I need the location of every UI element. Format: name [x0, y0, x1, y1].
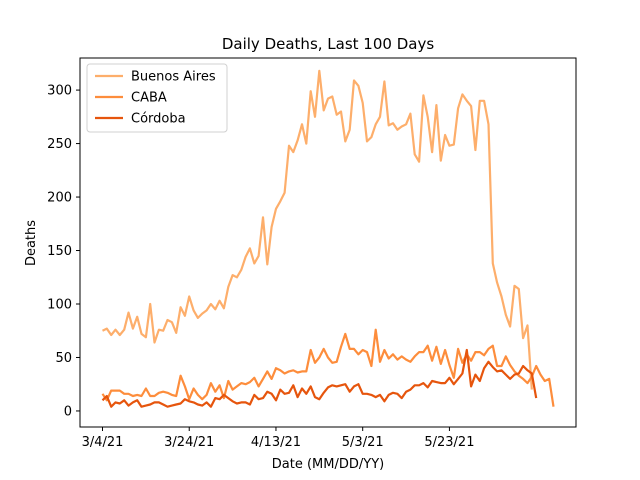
- y-tick-label: 250: [47, 137, 72, 152]
- series-layer: [101, 69, 555, 408]
- x-tick-label: 4/13/21: [251, 435, 301, 450]
- legend-items: Buenos Aires CABA Córdoba: [95, 70, 216, 127]
- legend-label-0: Buenos Aires: [131, 70, 216, 85]
- plot-frame: [79, 57, 577, 428]
- x-tick-label: 5/3/21: [342, 435, 384, 450]
- legend-label-1: CABA: [131, 91, 167, 106]
- x-tick-label: 5/23/21: [424, 435, 474, 450]
- legend: Buenos Aires CABA Córdoba: [86, 63, 228, 133]
- y-tick-label: 50: [55, 351, 72, 366]
- y-tick-label: 300: [47, 84, 72, 99]
- y-tick-label: 0: [64, 404, 72, 419]
- x-tick-label: 3/24/21: [164, 435, 214, 450]
- y-axis: 0 50 100 150 200 250 300: [47, 84, 80, 419]
- series-line-0: [102, 69, 533, 390]
- y-axis-label: Deaths: [24, 220, 39, 266]
- y-tick-label: 100: [47, 298, 72, 313]
- series-line-2: [101, 348, 538, 408]
- series-line-1: [101, 328, 555, 407]
- chart-title: Daily Deaths, Last 100 Days: [222, 35, 434, 53]
- x-tick-label: 3/4/21: [82, 435, 124, 450]
- x-axis-label: Date (MM/DD/YY): [272, 457, 384, 472]
- legend-label-2: Córdoba: [131, 112, 186, 127]
- y-tick-label: 200: [47, 191, 72, 206]
- y-tick-label: 150: [47, 244, 72, 259]
- x-axis: 3/4/21 3/24/21 4/13/21 5/3/21 5/23/21: [82, 427, 474, 450]
- legend-box: [86, 63, 228, 133]
